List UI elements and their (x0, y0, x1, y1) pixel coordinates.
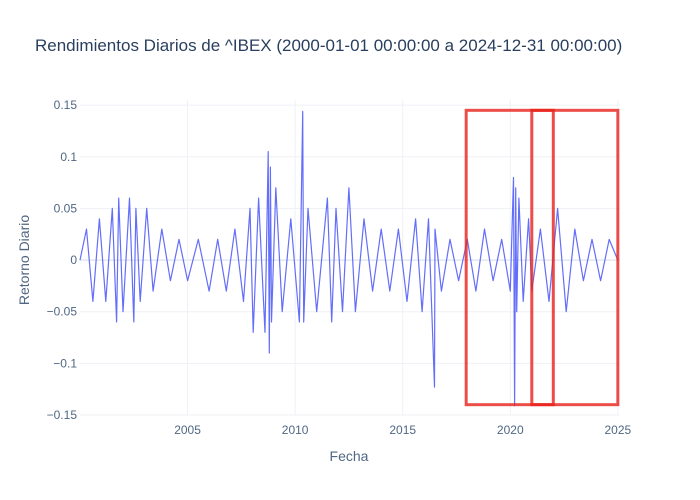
x-tick-label: 2020 (497, 423, 524, 437)
y-tick-label: −0.05 (47, 305, 78, 319)
series-layer (79, 110, 619, 407)
x-tick-label: 2010 (282, 423, 309, 437)
grid-layer (80, 100, 620, 416)
y-tick-label: 0.15 (54, 98, 78, 112)
chart-title: Rendimientos Diarios de ^IBEX (2000-01-0… (35, 36, 622, 55)
x-tick-labels: 2005 2010 2015 2020 2025 (174, 423, 631, 437)
y-tick-label: −0.15 (47, 408, 78, 422)
x-tick-label: 2005 (174, 423, 201, 437)
highlight-box-layer (464, 108, 620, 407)
y-tick-label: 0 (70, 253, 77, 267)
x-tick-label: 2015 (389, 423, 416, 437)
y-tick-labels: 0.15 0.1 0.05 0 −0.05 −0.1 −0.15 (47, 98, 78, 422)
series-line (79, 110, 619, 407)
y-tick-label: −0.1 (53, 356, 77, 370)
y-tick-label: 0.05 (54, 201, 78, 215)
y-tick-label: 0.1 (60, 150, 77, 164)
highlight-box (530, 108, 555, 407)
x-tick-label: 2025 (604, 423, 631, 437)
x-axis-title: Fecha (330, 448, 369, 464)
y-axis-title: Retorno Diario (16, 215, 32, 305)
